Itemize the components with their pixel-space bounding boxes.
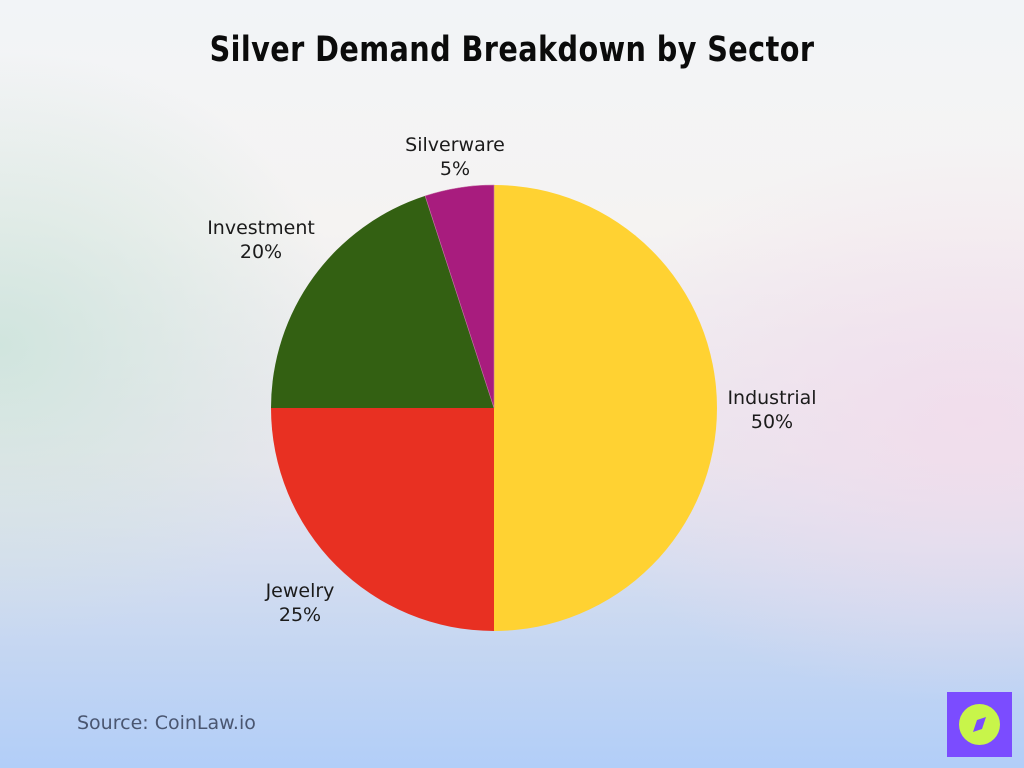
label-value: 50% (750, 411, 794, 433)
label-jewelry: Jewelry 25% (240, 579, 360, 627)
label-name: Industrial (727, 387, 817, 409)
slice-industrial (494, 185, 717, 631)
label-industrial: Industrial 50% (712, 386, 832, 434)
label-name: Jewelry (265, 580, 335, 602)
label-value: 25% (278, 604, 322, 626)
label-value: 20% (239, 241, 283, 263)
brand-logo (947, 692, 1012, 757)
source-note: Source: CoinLaw.io (77, 712, 256, 734)
chart-title: Silver Demand Breakdown by Sector (209, 30, 815, 70)
label-value: 5% (439, 158, 471, 180)
label-name: Silverware (405, 134, 505, 156)
label-name: Investment (207, 217, 315, 239)
label-investment: Investment 20% (196, 216, 326, 264)
slice-investment (271, 195, 494, 408)
label-silverware: Silverware 5% (395, 133, 515, 181)
slice-jewelry (271, 408, 494, 631)
compass-icon (959, 704, 1000, 745)
slice-silverware (424, 184, 495, 409)
